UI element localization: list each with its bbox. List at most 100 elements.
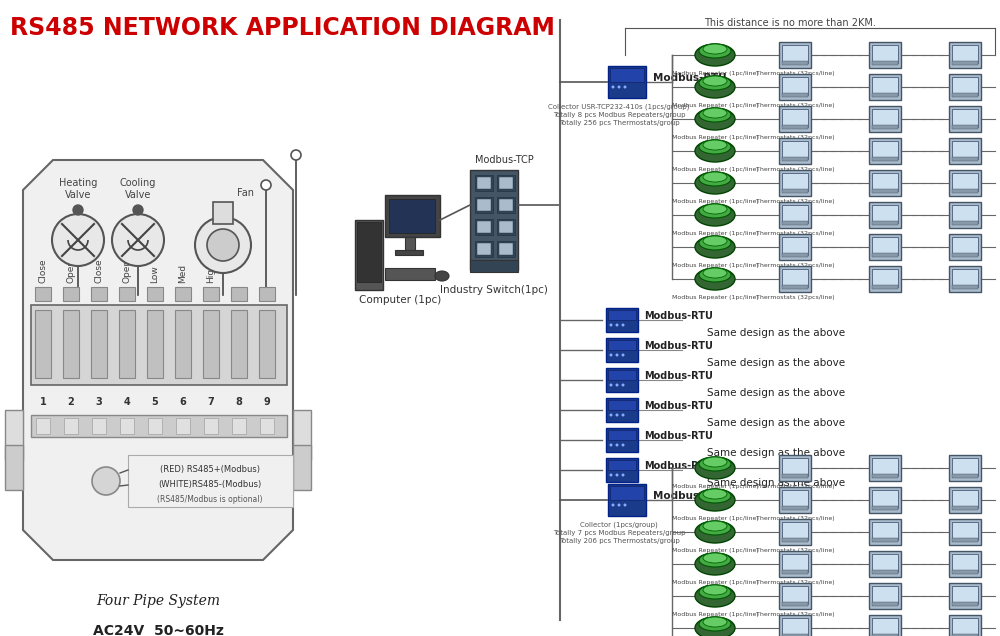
Ellipse shape: [699, 457, 731, 471]
Bar: [872, 586, 898, 604]
Bar: [872, 285, 898, 289]
Bar: [782, 586, 808, 604]
Bar: [608, 370, 636, 380]
Bar: [147, 287, 163, 301]
Bar: [952, 125, 978, 129]
Bar: [952, 253, 978, 257]
Bar: [952, 173, 978, 191]
Bar: [608, 66, 646, 98]
Text: Same design as the above: Same design as the above: [707, 478, 845, 488]
Text: 8: 8: [236, 397, 242, 407]
Bar: [499, 177, 513, 189]
Bar: [606, 308, 638, 332]
Bar: [782, 634, 808, 636]
Bar: [782, 109, 808, 127]
Bar: [782, 538, 808, 542]
Bar: [31, 305, 287, 385]
Bar: [952, 205, 978, 223]
Bar: [869, 74, 901, 100]
Bar: [782, 253, 808, 257]
Bar: [872, 618, 898, 636]
Bar: [952, 522, 978, 540]
Bar: [869, 170, 901, 196]
Bar: [608, 310, 636, 320]
Circle shape: [622, 384, 624, 387]
Circle shape: [616, 473, 618, 476]
Bar: [389, 199, 435, 233]
Bar: [952, 554, 978, 572]
Bar: [952, 93, 978, 97]
Bar: [782, 93, 808, 97]
Bar: [477, 177, 491, 189]
Text: 4: 4: [124, 397, 130, 407]
Text: Cooling
Valve: Cooling Valve: [120, 178, 156, 200]
Bar: [405, 237, 415, 252]
Bar: [952, 109, 978, 127]
Bar: [231, 310, 247, 378]
Bar: [782, 490, 808, 508]
Ellipse shape: [695, 76, 735, 98]
Bar: [477, 199, 491, 211]
Bar: [952, 458, 978, 476]
Bar: [175, 310, 191, 378]
Bar: [779, 74, 811, 100]
Bar: [782, 570, 808, 574]
Text: Thermostats (32pcs/line): Thermostats (32pcs/line): [756, 263, 834, 268]
Ellipse shape: [695, 553, 735, 575]
Text: (RS485/Modbus is optional): (RS485/Modbus is optional): [157, 495, 263, 504]
Bar: [952, 285, 978, 289]
Text: High: High: [207, 262, 216, 283]
Circle shape: [261, 180, 271, 190]
Bar: [475, 219, 493, 235]
Text: Modbus Repeater (1pc/line): Modbus Repeater (1pc/line): [672, 103, 758, 108]
Bar: [204, 418, 218, 434]
Circle shape: [618, 504, 620, 506]
Circle shape: [624, 85, 626, 88]
Bar: [475, 241, 493, 257]
Bar: [949, 170, 981, 196]
Bar: [259, 287, 275, 301]
Text: Modbus-RTU: Modbus-RTU: [644, 461, 713, 471]
Text: Collector (1pcs/group)
Totally 7 pcs Modbus Repeaters/group
Totally 206 pcs Ther: Collector (1pcs/group) Totally 7 pcs Mod…: [553, 522, 685, 544]
Circle shape: [616, 324, 618, 326]
Bar: [782, 237, 808, 255]
Bar: [470, 260, 518, 272]
Ellipse shape: [699, 521, 731, 535]
Bar: [782, 602, 808, 606]
Text: Thermostats (32pcs/line): Thermostats (32pcs/line): [756, 167, 834, 172]
Ellipse shape: [699, 268, 731, 282]
Bar: [869, 266, 901, 292]
Bar: [869, 202, 901, 228]
Bar: [477, 221, 491, 233]
Circle shape: [133, 205, 143, 215]
Bar: [872, 554, 898, 572]
Text: 7: 7: [208, 397, 214, 407]
Text: Modbus Repeater (1pc/line): Modbus Repeater (1pc/line): [672, 135, 758, 140]
Ellipse shape: [695, 108, 735, 130]
Text: Thermostats (32pcs/line): Thermostats (32pcs/line): [756, 548, 834, 553]
Bar: [477, 243, 491, 255]
Bar: [872, 634, 898, 636]
Text: Same design as the above: Same design as the above: [707, 418, 845, 428]
Ellipse shape: [695, 489, 735, 511]
Bar: [949, 202, 981, 228]
Bar: [782, 141, 808, 159]
Bar: [782, 45, 808, 63]
Bar: [176, 418, 190, 434]
Ellipse shape: [703, 489, 727, 499]
Bar: [952, 45, 978, 63]
Text: Modbus Repeater (1pc/line): Modbus Repeater (1pc/line): [672, 612, 758, 617]
Text: Modbus Repeater (1pc/line): Modbus Repeater (1pc/line): [672, 548, 758, 553]
Text: Modbus Repeater (1pc/line): Modbus Repeater (1pc/line): [672, 484, 758, 489]
Bar: [119, 310, 135, 378]
Bar: [872, 269, 898, 287]
Bar: [952, 602, 978, 606]
Text: 1: 1: [40, 397, 46, 407]
Bar: [869, 42, 901, 68]
Bar: [355, 220, 383, 290]
Bar: [610, 486, 644, 500]
Text: Med: Med: [178, 264, 188, 283]
Bar: [949, 615, 981, 636]
Text: Modbus-RTU: Modbus-RTU: [644, 401, 713, 411]
Bar: [869, 487, 901, 513]
